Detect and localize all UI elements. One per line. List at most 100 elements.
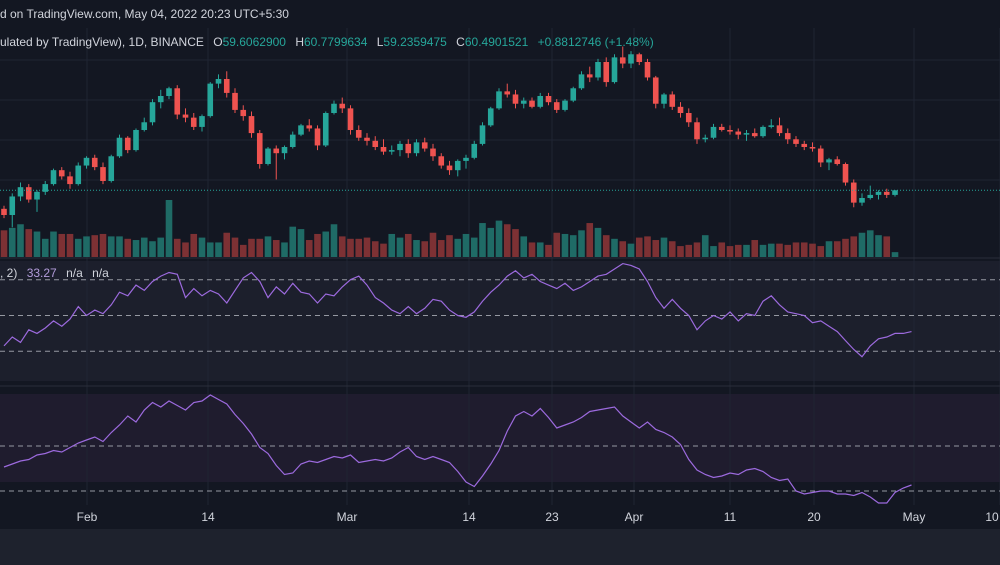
x-tick-label-4: 23 (545, 510, 559, 524)
volume-bar-4 (33, 231, 41, 257)
candle-body-55 (454, 160, 461, 171)
volume-bar-40 (330, 224, 338, 257)
volume-bar-9 (74, 238, 82, 257)
volume-bar-75 (619, 241, 627, 257)
candle-body-75 (619, 57, 626, 64)
indicator-legend: , 2) 33.27 n/a n/a (0, 266, 109, 280)
volume-bar-3 (25, 229, 33, 257)
indicator-1-series-line (3, 262, 912, 358)
candle-body-98 (809, 147, 816, 149)
volume-bar-36 (297, 229, 305, 257)
volume-bar-11 (91, 235, 99, 257)
candle-body-13 (108, 156, 115, 181)
candle-body-19 (157, 96, 164, 103)
volume-bar-53 (437, 240, 445, 257)
volume-bar-41 (338, 236, 346, 257)
candle-body-88 (727, 130, 733, 132)
volume-bar-101 (833, 241, 841, 257)
candle-body-95 (784, 133, 791, 140)
candle-body-76 (628, 54, 634, 64)
candle-body-81 (669, 94, 676, 107)
candle-body-47 (388, 150, 395, 152)
candle-body-93 (768, 125, 775, 127)
candle-body-72 (595, 62, 601, 78)
candle-body-79 (652, 77, 659, 104)
candle-body-33 (273, 148, 280, 154)
volume-bar-82 (677, 246, 684, 257)
volume-bar-23 (190, 233, 198, 257)
candle-body-85 (702, 137, 709, 140)
indicator-2-series-line (3, 394, 912, 504)
candle-body-9 (75, 165, 82, 185)
volume-bar-104 (858, 232, 866, 257)
volume-bar-63 (520, 236, 528, 257)
candle-body-36 (298, 125, 304, 135)
volume-bar-108 (891, 252, 899, 257)
volume-bar-30 (248, 238, 255, 257)
volume-bar-47 (388, 233, 396, 257)
volume-bar-27 (223, 232, 231, 257)
volume-bar-48 (396, 237, 404, 257)
open-key: O (213, 35, 223, 49)
candle-body-12 (100, 167, 106, 181)
candle-body-83 (685, 113, 692, 123)
candle-body-17 (141, 122, 148, 130)
volume-bar-15 (124, 238, 132, 257)
candle-body-105 (867, 194, 874, 198)
volume-bar-84 (693, 242, 701, 257)
x-tick-label-0: Feb (76, 510, 98, 524)
candle-body-45 (372, 140, 379, 147)
candle-body-5 (42, 184, 49, 192)
candle-body-7 (58, 170, 65, 177)
candle-body-53 (438, 156, 445, 166)
candle-body-1 (9, 196, 16, 215)
candle-body-8 (67, 176, 73, 185)
indicator-value: 33.27 (26, 266, 57, 280)
volume-bar-59 (487, 227, 495, 257)
candle-body-92 (760, 126, 766, 137)
candle-body-20 (166, 88, 172, 96)
candle-body-87 (718, 126, 725, 130)
volume-bar-1 (8, 227, 16, 257)
change-value: +0.8812746 (+1.48%) (537, 35, 654, 49)
candle-body-99 (817, 148, 824, 163)
candle-body-101 (834, 159, 841, 164)
volume-bar-5 (41, 238, 49, 257)
volume-bar-58 (479, 223, 486, 257)
candle-body-65 (537, 96, 544, 107)
x-tick-label-8: May (902, 510, 926, 524)
candle-body-66 (545, 96, 552, 103)
candle-body-29 (240, 109, 247, 117)
volume-bar-8 (66, 233, 74, 257)
volume-bar-25 (206, 242, 214, 257)
open-value: 59.6062900 (222, 35, 286, 49)
low-value: 59.2359475 (383, 35, 447, 49)
candle-body-25 (207, 83, 214, 117)
volume-bar-69 (569, 235, 577, 257)
indicator-pane-1-bg (0, 261, 1000, 381)
footer-bar (0, 529, 1000, 565)
candle-body-77 (636, 54, 643, 62)
volume-bar-100 (825, 241, 833, 257)
volume-bar-73 (602, 235, 610, 257)
volume-bar-94 (776, 243, 783, 257)
candle-body-26 (215, 79, 222, 84)
volume-bar-83 (685, 244, 693, 257)
candle-body-103 (850, 182, 857, 203)
candle-body-80 (661, 94, 667, 104)
volume-bar-32 (264, 236, 272, 257)
volume-bar-80 (660, 237, 668, 257)
volume-bar-107 (883, 236, 891, 257)
candle-body-16 (133, 130, 139, 151)
volume-bar-102 (842, 238, 849, 257)
volume-bar-91 (751, 240, 759, 257)
volume-bar-64 (528, 242, 536, 257)
x-tick-label-6: 11 (723, 510, 737, 524)
ohlc-legend: ulated by TradingView), 1D, BINANCE O59.… (0, 35, 654, 49)
volume-bar-66 (545, 244, 552, 257)
candle-body-43 (355, 130, 362, 138)
volume-bar-77 (635, 237, 643, 257)
x-tick-label-3: 14 (462, 510, 476, 524)
volume-bar-90 (743, 244, 750, 257)
